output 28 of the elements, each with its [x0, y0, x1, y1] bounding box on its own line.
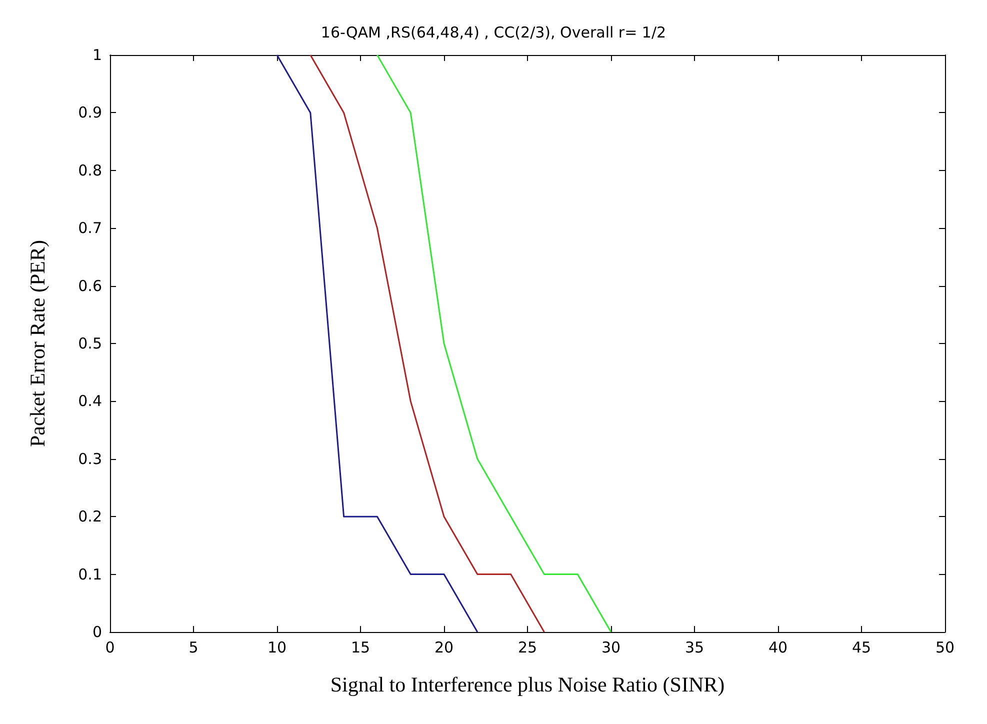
x-tick-label: 35	[684, 638, 704, 656]
y-tick-label: 0.5	[78, 334, 102, 352]
x-tick-label: 5	[188, 638, 198, 656]
y-tick-label: 0.6	[78, 276, 102, 295]
x-tick-label: 45	[852, 638, 872, 656]
y-axis-title: Packet Error Rate (PER)	[26, 240, 50, 448]
x-tick-label: 20	[434, 638, 454, 656]
line-series	[376, 54, 612, 633]
y-tick-label: 0.7	[78, 219, 102, 238]
y-tick-label: 0.9	[78, 104, 102, 122]
x-tick-label: 30	[601, 638, 621, 656]
x-tick-label: 0	[105, 638, 115, 656]
y-tick-label: 1	[92, 46, 102, 64]
y-tick-label: 0.2	[78, 508, 102, 526]
chart-title: 16-QAM ,RS(64,48,4) , CC(2/3), Overall r= 1/2	[320, 24, 666, 42]
x-tick-label: 10	[267, 638, 287, 656]
y-tick-label: 0.4	[78, 392, 102, 410]
y-tick-label: 0.3	[78, 450, 102, 468]
x-tick-label: 15	[350, 638, 370, 656]
line-series	[276, 54, 478, 633]
x-axis-title: Signal to Interference plus Noise Ratio (SINR)	[330, 672, 725, 696]
x-tick-label: 25	[518, 638, 538, 656]
line-series	[310, 54, 545, 633]
y-tick-label: 0.8	[78, 161, 102, 180]
x-tick-label: 50	[935, 638, 955, 656]
y-tick-label: 0.1	[78, 565, 102, 584]
y-tick-label: 0	[92, 623, 102, 641]
x-tick-label: 40	[768, 638, 788, 656]
